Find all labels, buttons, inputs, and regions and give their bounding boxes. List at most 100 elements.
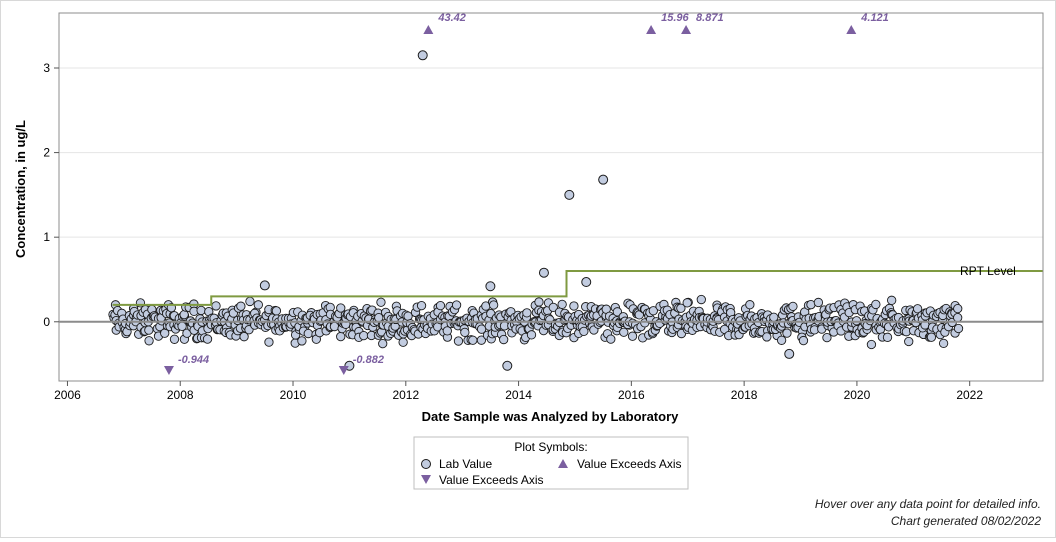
lab-value-point bbox=[451, 300, 462, 310]
lab-value-point bbox=[442, 326, 452, 336]
x-tick-label: 2012 bbox=[392, 388, 419, 402]
rpt-level-label: RPT Level bbox=[960, 264, 1016, 278]
lab-value-outlier bbox=[417, 50, 428, 61]
legend-box bbox=[413, 436, 689, 490]
legend-title: Plot Symbols: bbox=[514, 440, 587, 454]
lab-value-point bbox=[435, 300, 446, 311]
exceeds-axis-up-marker bbox=[423, 25, 434, 34]
lab-value-point bbox=[378, 338, 388, 349]
legend-exceeds-up-label: Value Exceeds Axis bbox=[577, 457, 682, 471]
lab-value-point bbox=[696, 294, 706, 305]
lab-value-point bbox=[938, 338, 949, 349]
lab-value-point bbox=[871, 299, 881, 310]
lab-value-point bbox=[548, 302, 558, 313]
lab-value-point bbox=[196, 305, 206, 316]
lab-value-point bbox=[488, 300, 499, 310]
y-tick-label: 2 bbox=[43, 146, 50, 160]
lab-value-point bbox=[762, 332, 772, 342]
lab-value-point bbox=[676, 303, 686, 313]
lab-value-point bbox=[144, 325, 154, 335]
x-tick-label: 2020 bbox=[844, 388, 871, 402]
lab-value-point bbox=[264, 337, 274, 347]
axes-layer: 0 1 2 3 2006 2008 2010 2012 2014 2016 2018 2020 2022 bbox=[43, 12, 1044, 402]
exceeds-axis-down-marker bbox=[163, 366, 174, 375]
lab-value-point bbox=[953, 323, 964, 334]
lab-value-outlier bbox=[564, 189, 575, 200]
lab-value-outlier bbox=[784, 348, 795, 359]
lab-value-point bbox=[297, 336, 307, 346]
legend-exceeds-down-icon bbox=[421, 475, 431, 484]
exceeds-value-label: 8.871 bbox=[696, 12, 724, 24]
lab-value-point bbox=[460, 327, 470, 338]
lab-value-point bbox=[822, 332, 832, 343]
lab-value-point bbox=[522, 308, 532, 318]
lab-value-point bbox=[682, 298, 692, 308]
lab-value-point bbox=[245, 296, 255, 307]
lab-value-point bbox=[239, 332, 249, 342]
y-tick-label: 3 bbox=[43, 61, 50, 75]
exceeds-value-label: -0.882 bbox=[353, 354, 384, 366]
lab-value-point bbox=[336, 331, 346, 342]
annotation-layer: 43.42 15.96 8.871 4.121 -0.944 -0.882 bbox=[163, 12, 889, 375]
x-tick-label: 2022 bbox=[956, 388, 983, 402]
lab-value-point bbox=[882, 332, 893, 342]
x-tick-label: 2016 bbox=[618, 388, 645, 402]
exceeds-axis-up-marker bbox=[846, 25, 857, 34]
lab-value-outlier bbox=[538, 267, 549, 278]
lab-value-point bbox=[569, 301, 579, 311]
lab-value-point bbox=[619, 327, 629, 337]
exceeds-axis-up-marker bbox=[646, 25, 657, 34]
x-axis-title: Date Sample was Analyzed by Laboratory bbox=[422, 409, 679, 424]
lab-value-point bbox=[612, 307, 623, 317]
lab-value-point bbox=[798, 335, 809, 346]
lab-value-point bbox=[468, 335, 478, 345]
lab-value-point bbox=[926, 332, 937, 342]
lab-value-point bbox=[579, 326, 589, 337]
legend-lab-value-marker bbox=[421, 459, 431, 469]
legend-exceeds-up-icon bbox=[558, 459, 568, 468]
lab-value-point bbox=[953, 312, 963, 323]
legend-exceeds-down-label: Value Exceeds Axis bbox=[439, 473, 544, 487]
lab-value-point bbox=[648, 306, 658, 316]
rpt-level-line bbox=[112, 270, 1043, 306]
lab-value-outlier bbox=[485, 281, 496, 292]
lab-value-point bbox=[788, 301, 798, 312]
generated-date: Chart generated 08/02/2022 bbox=[890, 514, 1041, 528]
lab-value-point bbox=[851, 316, 862, 326]
lab-value-point bbox=[453, 336, 464, 346]
lab-value-point bbox=[336, 303, 346, 313]
lab-value-point bbox=[499, 334, 509, 345]
exceeds-value-label: -0.944 bbox=[178, 354, 209, 366]
lab-value-point bbox=[211, 301, 221, 311]
lab-value-outlier bbox=[581, 277, 592, 288]
lab-value-point bbox=[359, 330, 369, 341]
x-tick-label: 2010 bbox=[280, 388, 307, 402]
lab-value-point bbox=[887, 295, 897, 305]
legend: Plot Symbols: Lab Value Value Exceeds Ax… bbox=[413, 436, 689, 490]
lab-value-point bbox=[745, 300, 755, 310]
lab-value-point bbox=[303, 328, 313, 339]
lab-value-point bbox=[782, 328, 792, 338]
plot-area-border bbox=[58, 12, 1044, 382]
lab-value-point bbox=[169, 334, 180, 344]
lab-value-point bbox=[253, 300, 263, 310]
reference-layer: RPT Level bbox=[59, 264, 1043, 323]
lab-value-point bbox=[202, 334, 213, 344]
lab-value-point bbox=[376, 297, 386, 307]
lab-value-point bbox=[912, 304, 923, 314]
exceeds-value-label: 4.121 bbox=[860, 12, 889, 24]
lab-value-point bbox=[144, 336, 154, 346]
y-tick-label: 0 bbox=[43, 315, 50, 329]
lab-value-point bbox=[534, 297, 544, 307]
lab-value-point bbox=[179, 309, 189, 320]
lab-value-point bbox=[476, 335, 487, 345]
lab-value-point bbox=[627, 331, 638, 341]
lab-value-point bbox=[904, 336, 914, 347]
lab-value-point bbox=[776, 335, 787, 345]
lab-value-point bbox=[813, 297, 824, 308]
exceeds-value-label: 43.42 bbox=[437, 12, 466, 24]
lab-value-point bbox=[416, 300, 427, 311]
exceeds-axis-down-marker bbox=[338, 366, 349, 375]
